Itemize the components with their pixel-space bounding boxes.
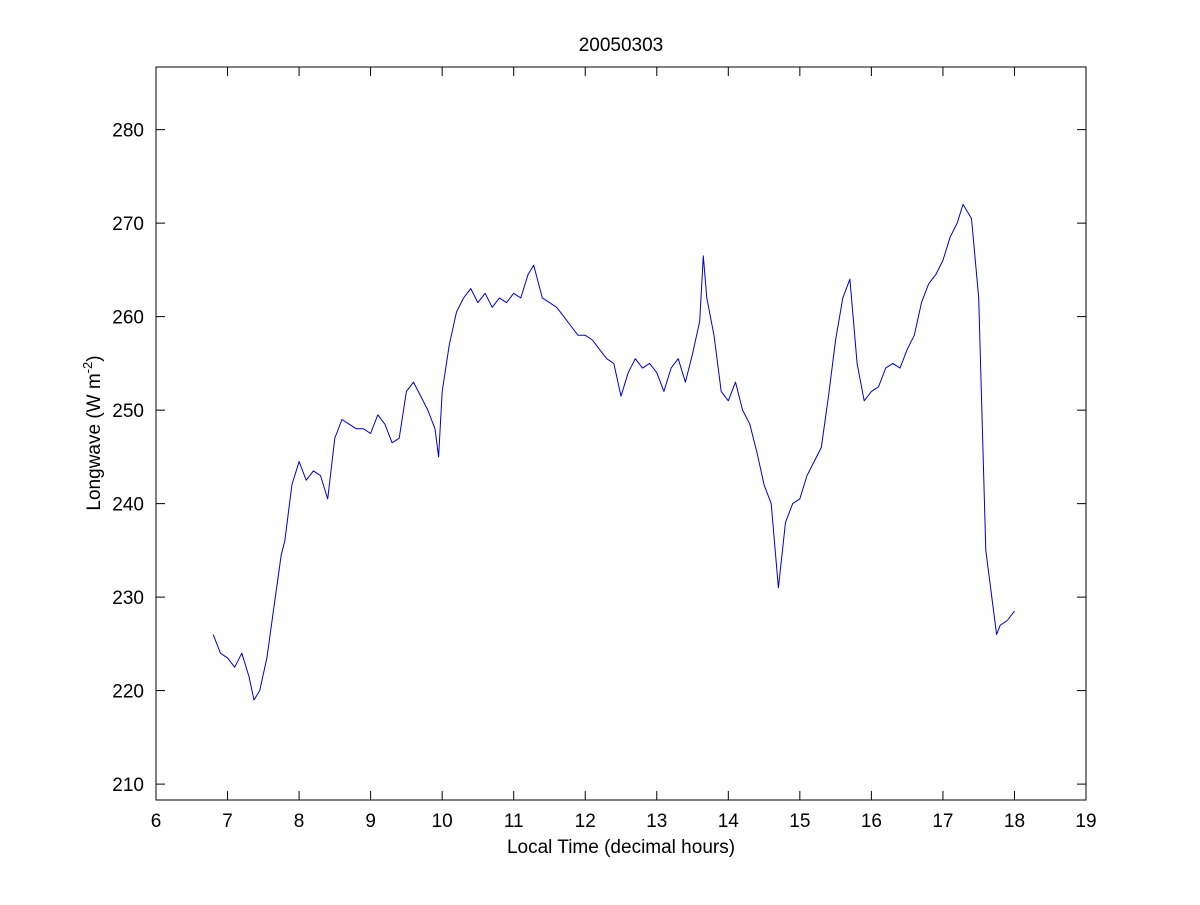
x-tick-label: 16	[861, 811, 882, 832]
y-axis-label-main: Longwave (W m	[84, 373, 105, 510]
y-axis-label-tail: )	[84, 355, 105, 361]
x-tick-label: 13	[646, 811, 667, 832]
y-tick-label: 220	[112, 682, 144, 703]
x-tick-label: 19	[1075, 811, 1096, 832]
y-tick-label: 250	[112, 401, 144, 422]
x-tick-label: 12	[575, 811, 596, 832]
y-tick-label: 230	[112, 588, 144, 609]
x-tick-label: 6	[151, 811, 162, 832]
x-axis-label: Local Time (decimal hours)	[507, 837, 735, 858]
y-tick-label: 270	[112, 214, 144, 235]
plot-background	[156, 67, 1086, 800]
x-tick-label: 11	[504, 811, 524, 832]
x-tick-label: 7	[222, 811, 233, 832]
y-tick-label: 260	[112, 308, 144, 329]
plot-frame	[155, 66, 1087, 801]
y-tick-label: 210	[112, 775, 144, 796]
x-tick-label: 15	[789, 811, 810, 832]
y-axis-label-superscript: -2	[80, 362, 95, 374]
x-tick-label: 8	[294, 811, 305, 832]
x-tick-label: 18	[1004, 811, 1025, 832]
tick-labels: 6 7 8 9 10 11 12 13 14 15 16 17 18 19 210 220 230 240 250 2…	[112, 121, 1096, 832]
y-tick-label: 240	[112, 495, 144, 516]
longwave-series-line	[212, 203, 1015, 701]
x-tick-label: 17	[932, 811, 953, 832]
chart-title: 20050303	[579, 35, 664, 56]
x-tick-label: 9	[365, 811, 376, 832]
y-axis-label: Longwave (W m-2)	[80, 355, 105, 510]
tick-marks	[155, 67, 1087, 800]
x-tick-label: 14	[718, 811, 740, 832]
y-tick-label: 280	[112, 121, 144, 142]
x-tick-label: 10	[432, 811, 453, 832]
